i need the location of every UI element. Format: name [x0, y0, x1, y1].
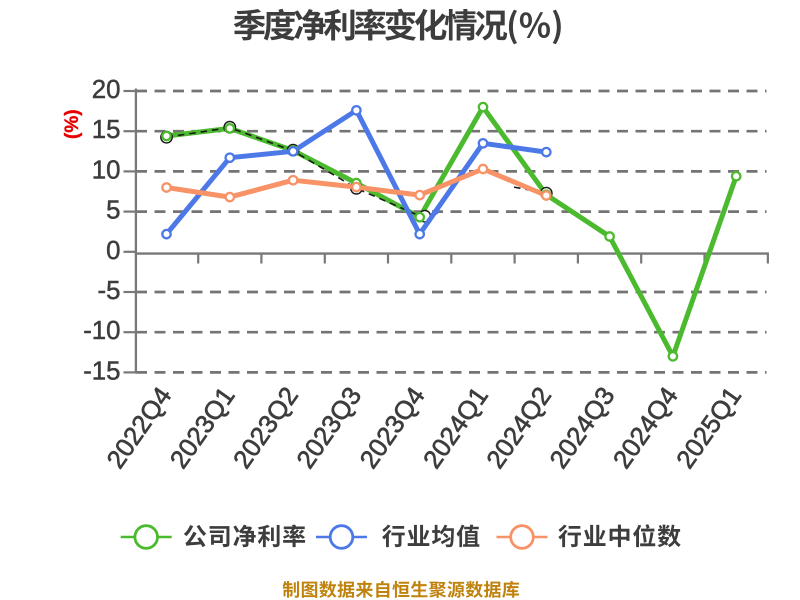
svg-text:-10: -10 [83, 317, 120, 345]
svg-text:5: 5 [106, 197, 120, 225]
svg-text:(%): (%) [62, 109, 83, 139]
svg-text:-5: -5 [98, 277, 121, 305]
svg-text:0: 0 [106, 237, 120, 265]
svg-text:10: 10 [92, 156, 121, 184]
svg-text:-15: -15 [83, 357, 120, 385]
svg-text:15: 15 [92, 116, 121, 144]
svg-text:20: 20 [92, 76, 121, 104]
